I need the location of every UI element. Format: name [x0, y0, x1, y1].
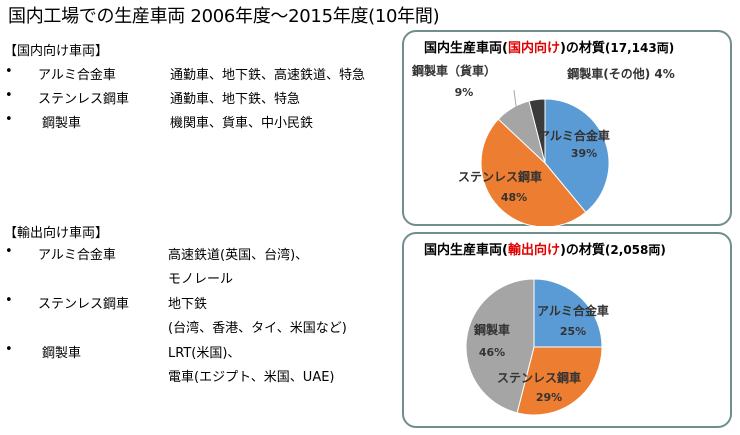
- bullet-icon: •: [5, 293, 13, 308]
- slice-label: アルミ合金車: [538, 128, 610, 143]
- export-heading: 【輸出向け車両】: [4, 226, 109, 241]
- material-usage-cont: モノレール: [168, 272, 234, 287]
- export-chart-title: 国内生産車両(輸出向け)の材質(2,058両): [424, 243, 666, 258]
- material-name: アルミ合金車: [38, 248, 116, 263]
- bullet-icon: •: [5, 88, 13, 103]
- pie-slice: [533, 278, 603, 348]
- material-usage: 通勤車、地下鉄、高速鉄道、特急: [170, 68, 366, 83]
- leader-line: [513, 89, 518, 115]
- domestic-chart-title: 国内生産車両(国内向け)の材質(17,143両): [424, 41, 675, 56]
- pie-slice: [528, 98, 546, 164]
- material-usage: 地下鉄: [168, 297, 208, 312]
- bullet-icon: •: [5, 64, 13, 79]
- bullet-icon: •: [5, 244, 13, 259]
- material-name: 鋼製車: [42, 346, 82, 361]
- slice-value-label: 46%: [479, 346, 505, 359]
- material-name: アルミ合金車: [38, 68, 116, 83]
- pie-slice: [465, 278, 535, 414]
- bullet-icon: •: [5, 342, 13, 357]
- material-usage-cont: (台湾、香港、タイ、米国など): [168, 321, 347, 336]
- material-name: ステンレス鋼車: [38, 92, 130, 107]
- bullet-icon: •: [5, 112, 13, 127]
- material-usage: 機関車、貨車、中小民鉄: [170, 116, 314, 131]
- material-usage: 通勤車、地下鉄、特急: [170, 92, 301, 107]
- domestic-pie-chart: アルミ合金車 39% ステンレス鋼車 48% 鋼製車（貨車） 9% 鋼製車(その他) 4%: [411, 63, 675, 226]
- slice-label: ステンレス鋼車: [497, 370, 581, 385]
- slice-value-label: 29%: [536, 391, 562, 404]
- slice-value-label: 25%: [560, 325, 586, 338]
- pie-slice: [544, 98, 610, 214]
- slice-label: 鋼製車: [473, 322, 510, 337]
- export-chart-panel: 国内生産車両(輸出向け)の材質(2,058両) アルミ合金車 25% ステンレス鋼車…: [402, 232, 732, 428]
- slice-label: 鋼製車（貨車）: [411, 63, 496, 78]
- material-usage: 高速鉄道(英国、台湾)、: [168, 248, 309, 263]
- slice-value-label: 48%: [501, 191, 527, 204]
- material-usage-cont: 電車(エジプト、米国、UAE): [168, 370, 335, 385]
- slice-value-label: 9%: [455, 86, 474, 99]
- page-title: 国内工場での生産車両 2006年度〜2015年度(10年間): [8, 6, 440, 27]
- pie-slice: [480, 118, 587, 226]
- slice-label: アルミ合金車: [537, 303, 609, 318]
- material-name: ステンレス鋼車: [38, 297, 130, 312]
- slice-value-label: 39%: [571, 147, 597, 160]
- domestic-heading: 【国内向け車両】: [4, 44, 109, 59]
- slice-label: 鋼製車(その他) 4%: [566, 66, 675, 81]
- material-name: 鋼製車: [42, 116, 82, 131]
- material-usage: LRT(米国)、: [168, 346, 241, 361]
- export-pie-chart: アルミ合金車 25% ステンレス鋼車 29% 鋼製車 46%: [465, 278, 609, 416]
- domestic-chart-panel: 国内生産車両(国内向け)の材質(17,143両) アルミ合金車 39% ステンレス鋼…: [402, 30, 732, 226]
- pie-slice: [516, 346, 603, 416]
- slice-label: ステンレス鋼車: [458, 169, 542, 184]
